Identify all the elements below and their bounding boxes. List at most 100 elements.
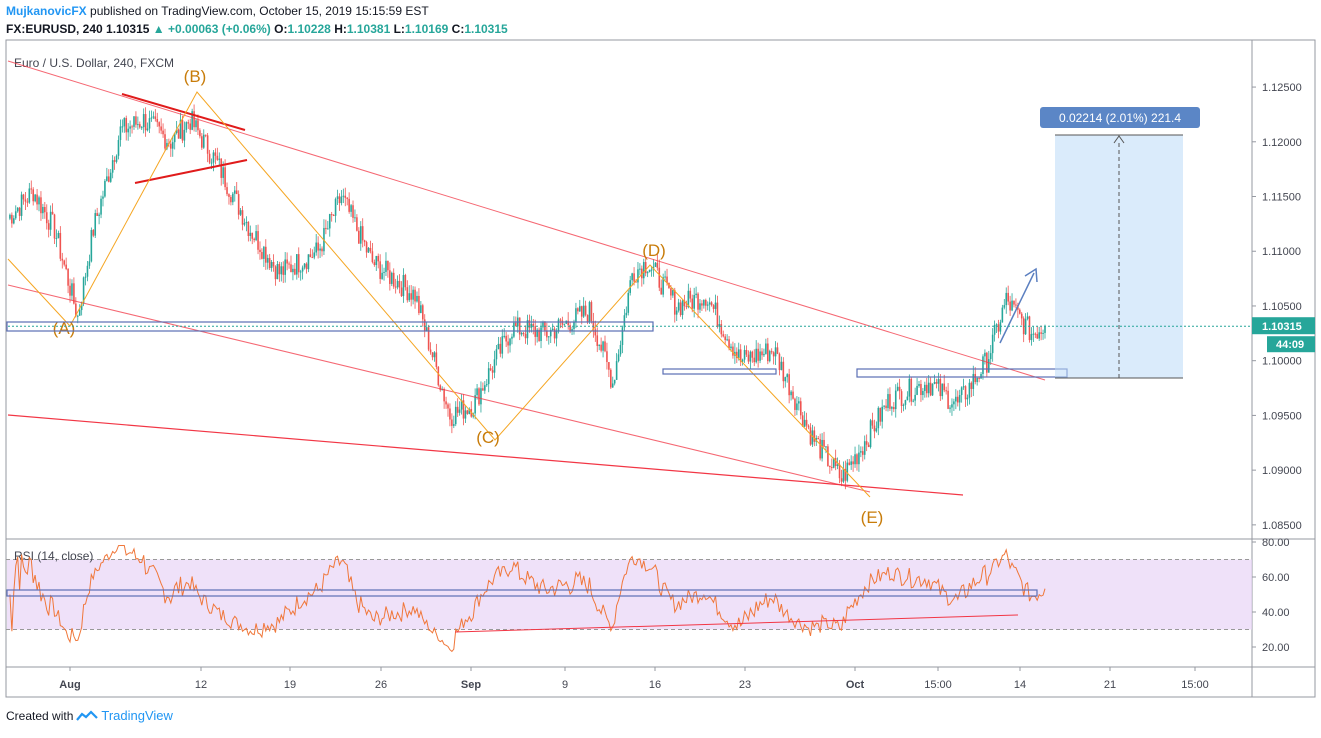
up-arrow-icon: ▲ (152, 22, 165, 36)
candle-body (398, 280, 401, 288)
wave-label: (C) (476, 428, 500, 447)
candle-body (1036, 334, 1039, 339)
candle-body (208, 153, 211, 163)
candle-body (759, 351, 761, 361)
candle-body (863, 441, 866, 455)
candle-body (567, 320, 569, 326)
candle-body (889, 394, 891, 409)
y-tick-label: 1.10500 (1262, 301, 1302, 313)
candle-body (303, 263, 306, 268)
candle-body (107, 176, 110, 182)
candle-body (995, 324, 998, 326)
candle-body (458, 409, 461, 413)
candle-body (681, 300, 684, 316)
candle-body (641, 268, 643, 279)
candle-body (129, 126, 131, 129)
candle-body (972, 373, 975, 389)
candle-body (885, 405, 887, 409)
candle-body (162, 130, 164, 135)
candle-body (916, 385, 918, 395)
candle-body (631, 273, 633, 281)
candle-body (953, 401, 955, 405)
triangle-lower-line (134, 159, 248, 184)
candle-body (852, 461, 854, 465)
candle-body (751, 351, 754, 358)
candle-body (371, 251, 374, 263)
x-tick-label: 15:00 (924, 679, 952, 691)
candle-body (195, 120, 197, 128)
candle-body (883, 405, 885, 407)
candle-body (327, 228, 329, 230)
candle-body (313, 252, 316, 258)
author-name[interactable]: MujkanovicFX (6, 4, 87, 18)
candle-body (311, 257, 314, 259)
candle-body (658, 267, 661, 288)
candle-body (842, 468, 845, 482)
candle-body (423, 319, 426, 331)
candle-body (619, 344, 622, 355)
candle-body (243, 223, 246, 225)
candle-body (255, 231, 257, 241)
candle-body (830, 467, 833, 469)
candle-body (547, 336, 550, 338)
candles-group (9, 104, 1046, 490)
candle-body (202, 134, 205, 148)
candle-body (344, 195, 347, 198)
candle-body (505, 335, 507, 342)
candle-body (858, 452, 860, 465)
wave-label: (A) (53, 319, 76, 338)
y-tick-label: 1.08500 (1262, 520, 1302, 532)
candle-body (392, 272, 395, 287)
high-label: H: (334, 22, 347, 36)
candle-body (635, 281, 637, 283)
candle-body (662, 277, 664, 295)
candle-body (466, 410, 469, 414)
candle-body (204, 134, 207, 136)
candle-body (650, 269, 653, 271)
candle-body (910, 378, 913, 402)
candle-body (294, 268, 296, 275)
candle-body (673, 290, 676, 315)
candle-body (900, 391, 903, 406)
candle-body (474, 395, 476, 414)
candle-body (71, 283, 73, 296)
countdown-tag-label: 44:09 (1276, 339, 1304, 351)
candle-body (720, 324, 723, 335)
candle-body (1032, 333, 1035, 335)
candle-body (1020, 313, 1023, 319)
candle-body (877, 407, 880, 429)
candle-body (722, 334, 725, 337)
candle-body (526, 320, 529, 339)
candle-body (844, 468, 847, 481)
candle-body (978, 377, 980, 379)
tradingview-brand[interactable]: TradingView (101, 708, 173, 723)
candle-body (672, 290, 674, 296)
candle-body (226, 187, 228, 195)
candle-body (173, 132, 176, 143)
candle-body (342, 195, 345, 197)
candle-body (57, 232, 60, 238)
candle-body (489, 368, 492, 371)
candle-body (807, 425, 810, 428)
candle-body (410, 293, 412, 300)
candle-body (175, 129, 178, 133)
candle-body (557, 319, 560, 331)
candle-body (456, 406, 459, 413)
candle-body (660, 287, 663, 295)
candle-body (993, 324, 996, 335)
candle-body (991, 334, 994, 354)
candle-body (276, 264, 279, 280)
candle-body (573, 322, 575, 330)
low-value: 1.10169 (404, 22, 449, 36)
candle-body (139, 124, 141, 128)
candle-body (75, 303, 77, 317)
candle-body (958, 395, 961, 403)
candle-body (736, 351, 738, 358)
candle-body (989, 353, 992, 360)
candle-body (922, 390, 924, 396)
candle-body (584, 305, 587, 315)
candle-body (974, 373, 977, 383)
candle-body (551, 328, 554, 330)
